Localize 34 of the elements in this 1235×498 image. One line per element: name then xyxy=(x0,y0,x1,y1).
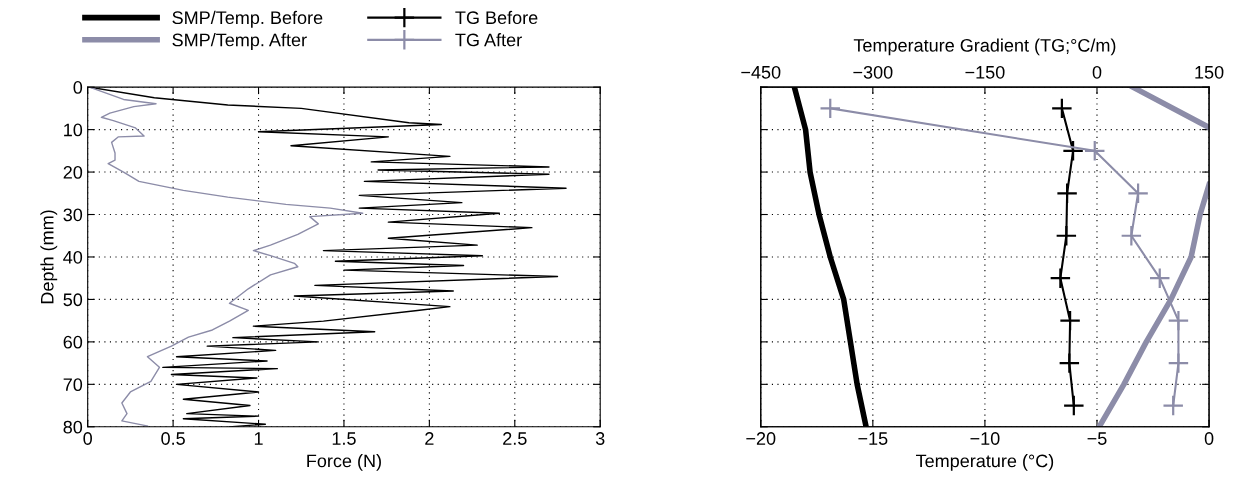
x-axis-title: Temperature (°C) xyxy=(916,454,1054,471)
x-tick-label: 2.5 xyxy=(503,432,527,445)
x2-tick-label: −150 xyxy=(965,65,1005,79)
y-tick-label: 0 xyxy=(73,81,83,94)
y-axis-title: Depth (mm) xyxy=(40,210,58,304)
x-tick-label: 2 xyxy=(425,432,434,445)
x2-tick-label: 150 xyxy=(1195,65,1224,79)
x-tick-label: 0.5 xyxy=(161,432,185,445)
legend-label: SMP/Temp. After xyxy=(172,33,307,50)
x-tick-label: 3 xyxy=(595,432,605,445)
legend-label: TG After xyxy=(455,33,522,47)
legend-label: TG Before xyxy=(455,10,538,25)
y-tick-label: 30 xyxy=(63,208,83,222)
x-tick-label: 0 xyxy=(1204,432,1214,445)
x2-tick-label: −450 xyxy=(741,65,781,79)
x-tick-label: 1 xyxy=(254,432,263,445)
legend-label: SMP/Temp. Before xyxy=(172,10,323,28)
y-tick-label: 40 xyxy=(63,250,83,264)
x2-axis-title: Temperature Gradient (TG;°C/m) xyxy=(853,38,1116,56)
x-tick-label: −20 xyxy=(746,432,776,445)
y-tick-label: 10 xyxy=(64,123,83,137)
y-tick-label: 50 xyxy=(63,293,83,307)
x-axis-title: Force (N) xyxy=(307,454,381,471)
x-tick-label: −10 xyxy=(970,432,1000,445)
x-tick-label: −5 xyxy=(1087,432,1107,445)
y-tick-label: 20 xyxy=(63,165,83,179)
x-tick-label: −15 xyxy=(858,432,888,445)
x2-tick-label: −300 xyxy=(853,65,893,79)
y-tick-label: 60 xyxy=(63,335,83,349)
y-tick-label: 80 xyxy=(63,420,83,434)
x-tick-label: 0 xyxy=(83,432,92,445)
y-tick-label: 70 xyxy=(63,378,83,392)
x-tick-label: 1.5 xyxy=(332,432,356,445)
x2-tick-label: 0 xyxy=(1092,65,1102,79)
